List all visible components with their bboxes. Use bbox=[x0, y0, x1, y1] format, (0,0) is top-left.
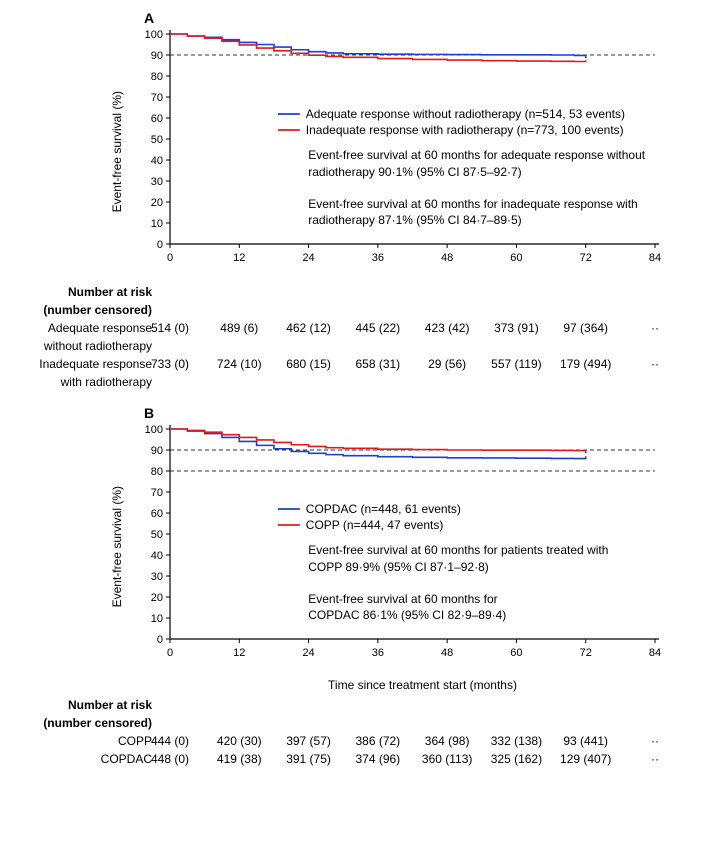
svg-text:30: 30 bbox=[151, 571, 163, 583]
svg-text:60: 60 bbox=[510, 647, 522, 659]
risk-cell: 448 (0) bbox=[136, 750, 205, 768]
svg-text:70: 70 bbox=[151, 487, 163, 499]
risk-cell: 93 (441) bbox=[551, 732, 620, 750]
risk-cell: 332 (138) bbox=[482, 732, 551, 750]
panel-b-ylabel: Event-free survival (%) bbox=[110, 486, 126, 607]
annotation-line: radiotherapy 90·1% (95% CI 87·5–92·7) bbox=[308, 164, 645, 180]
risk-cell: 724 (10) bbox=[205, 355, 274, 373]
risk-cell: ·· bbox=[621, 319, 690, 337]
svg-text:72: 72 bbox=[580, 647, 592, 659]
svg-text:80: 80 bbox=[151, 71, 163, 83]
risk-cell: 364 (98) bbox=[413, 732, 482, 750]
svg-text:20: 20 bbox=[151, 592, 163, 604]
risk-cell: ·· bbox=[621, 750, 690, 768]
svg-text:80: 80 bbox=[151, 466, 163, 478]
svg-text:100: 100 bbox=[145, 29, 163, 41]
svg-text:20: 20 bbox=[151, 197, 163, 209]
svg-text:12: 12 bbox=[233, 647, 245, 659]
figure: A Event-free survival (%) 01020304050607… bbox=[0, 0, 713, 779]
svg-text:Adequate response without radi: Adequate response without radiotherapy (… bbox=[306, 107, 625, 121]
svg-text:60: 60 bbox=[151, 113, 163, 125]
svg-text:50: 50 bbox=[151, 134, 163, 146]
annotation-line: radiotherapy 87·1% (95% CI 84·7–89·5) bbox=[308, 212, 645, 228]
svg-text:84: 84 bbox=[649, 252, 661, 264]
svg-text:10: 10 bbox=[151, 613, 163, 625]
risk-cell: 680 (15) bbox=[274, 355, 343, 373]
svg-text:Inadequate response with radio: Inadequate response with radiotherapy (n… bbox=[306, 123, 624, 137]
risk-cell: 444 (0) bbox=[136, 732, 205, 750]
panel-a-ylabel: Event-free survival (%) bbox=[110, 91, 126, 212]
annotation-line: Event-free survival at 60 months for ina… bbox=[308, 196, 645, 212]
panel-b-xlabel: Time since treatment start (months) bbox=[150, 678, 695, 692]
svg-text:0: 0 bbox=[167, 647, 173, 659]
risk-cell: ·· bbox=[621, 355, 690, 373]
risk-cell: ·· bbox=[621, 732, 690, 750]
risk-cell: 360 (113) bbox=[413, 750, 482, 768]
risk-cell: 129 (407) bbox=[551, 750, 620, 768]
svg-text:COPP (n=444, 47 events): COPP (n=444, 47 events) bbox=[306, 518, 444, 532]
panel-a-risk-table: Number at risk(number censored)Adequate … bbox=[10, 283, 703, 391]
risk-cell: 386 (72) bbox=[343, 732, 412, 750]
risk-cell: 325 (162) bbox=[482, 750, 551, 768]
panel-b-annotations: Event-free survival at 60 months for pat… bbox=[308, 542, 608, 623]
svg-text:24: 24 bbox=[302, 647, 314, 659]
svg-text:0: 0 bbox=[157, 634, 163, 646]
svg-text:84: 84 bbox=[649, 647, 661, 659]
svg-text:60: 60 bbox=[151, 508, 163, 520]
svg-text:24: 24 bbox=[302, 252, 314, 264]
risk-cell: 462 (12) bbox=[274, 319, 343, 337]
risk-cell: 420 (30) bbox=[205, 732, 274, 750]
svg-text:50: 50 bbox=[151, 529, 163, 541]
risk-cell: 489 (6) bbox=[205, 319, 274, 337]
svg-text:0: 0 bbox=[157, 239, 163, 251]
risk-cell: 397 (57) bbox=[274, 732, 343, 750]
annotation-line: Event-free survival at 60 months for ade… bbox=[308, 147, 645, 163]
panel-b: B Event-free survival (%) 01020304050607… bbox=[10, 405, 703, 768]
annotation-line: Event-free survival at 60 months for pat… bbox=[308, 542, 608, 558]
svg-text:90: 90 bbox=[151, 50, 163, 62]
svg-text:COPDAC (n=448, 61 events): COPDAC (n=448, 61 events) bbox=[306, 502, 461, 516]
risk-cell: 557 (119) bbox=[482, 355, 551, 373]
risk-cell: 179 (494) bbox=[551, 355, 620, 373]
risk-cell: 423 (42) bbox=[413, 319, 482, 337]
svg-text:48: 48 bbox=[441, 252, 453, 264]
svg-text:36: 36 bbox=[372, 252, 384, 264]
annotation-line bbox=[308, 180, 645, 196]
svg-text:12: 12 bbox=[233, 252, 245, 264]
panel-a-annotations: Event-free survival at 60 months for ade… bbox=[308, 147, 645, 228]
risk-cell: 514 (0) bbox=[136, 319, 205, 337]
panel-a-chart: 0 10 20 30 40 50 60 70 80 90 100 0 12 24 36 48 60 72 84 Ade… bbox=[130, 24, 675, 279]
risk-cell: 373 (91) bbox=[482, 319, 551, 337]
risk-cell: 391 (75) bbox=[274, 750, 343, 768]
risk-cell: 97 (364) bbox=[551, 319, 620, 337]
risk-cell: 419 (38) bbox=[205, 750, 274, 768]
svg-text:70: 70 bbox=[151, 92, 163, 104]
svg-text:10: 10 bbox=[151, 218, 163, 230]
svg-text:30: 30 bbox=[151, 176, 163, 188]
risk-cell: 29 (56) bbox=[413, 355, 482, 373]
svg-text:40: 40 bbox=[151, 155, 163, 167]
risk-cell: 733 (0) bbox=[136, 355, 205, 373]
annotation-line: Event-free survival at 60 months for bbox=[308, 591, 608, 607]
risk-heading: Number at risk(number censored) bbox=[10, 283, 158, 319]
risk-cell: 374 (96) bbox=[343, 750, 412, 768]
svg-text:72: 72 bbox=[580, 252, 592, 264]
risk-cell: 658 (31) bbox=[343, 355, 412, 373]
svg-text:90: 90 bbox=[151, 445, 163, 457]
panel-a: A Event-free survival (%) 01020304050607… bbox=[10, 10, 703, 391]
panel-b-risk-table: Number at risk(number censored)COPP444 (… bbox=[10, 696, 703, 768]
risk-heading: Number at risk(number censored) bbox=[10, 696, 158, 732]
svg-text:48: 48 bbox=[441, 647, 453, 659]
risk-cell: 445 (22) bbox=[343, 319, 412, 337]
svg-text:36: 36 bbox=[372, 647, 384, 659]
svg-text:60: 60 bbox=[510, 252, 522, 264]
svg-text:0: 0 bbox=[167, 252, 173, 264]
panel-b-chart: 0 10 20 30 40 50 60 70 80 90 100 0 12 24 36 48 60 72 84 COP… bbox=[130, 419, 675, 674]
svg-text:40: 40 bbox=[151, 550, 163, 562]
annotation-line: COPP 89·9% (95% CI 87·1–92·8) bbox=[308, 559, 608, 575]
annotation-line bbox=[308, 575, 608, 591]
annotation-line: COPDAC 86·1% (95% CI 82·9–89·4) bbox=[308, 607, 608, 623]
svg-text:100: 100 bbox=[145, 424, 163, 436]
